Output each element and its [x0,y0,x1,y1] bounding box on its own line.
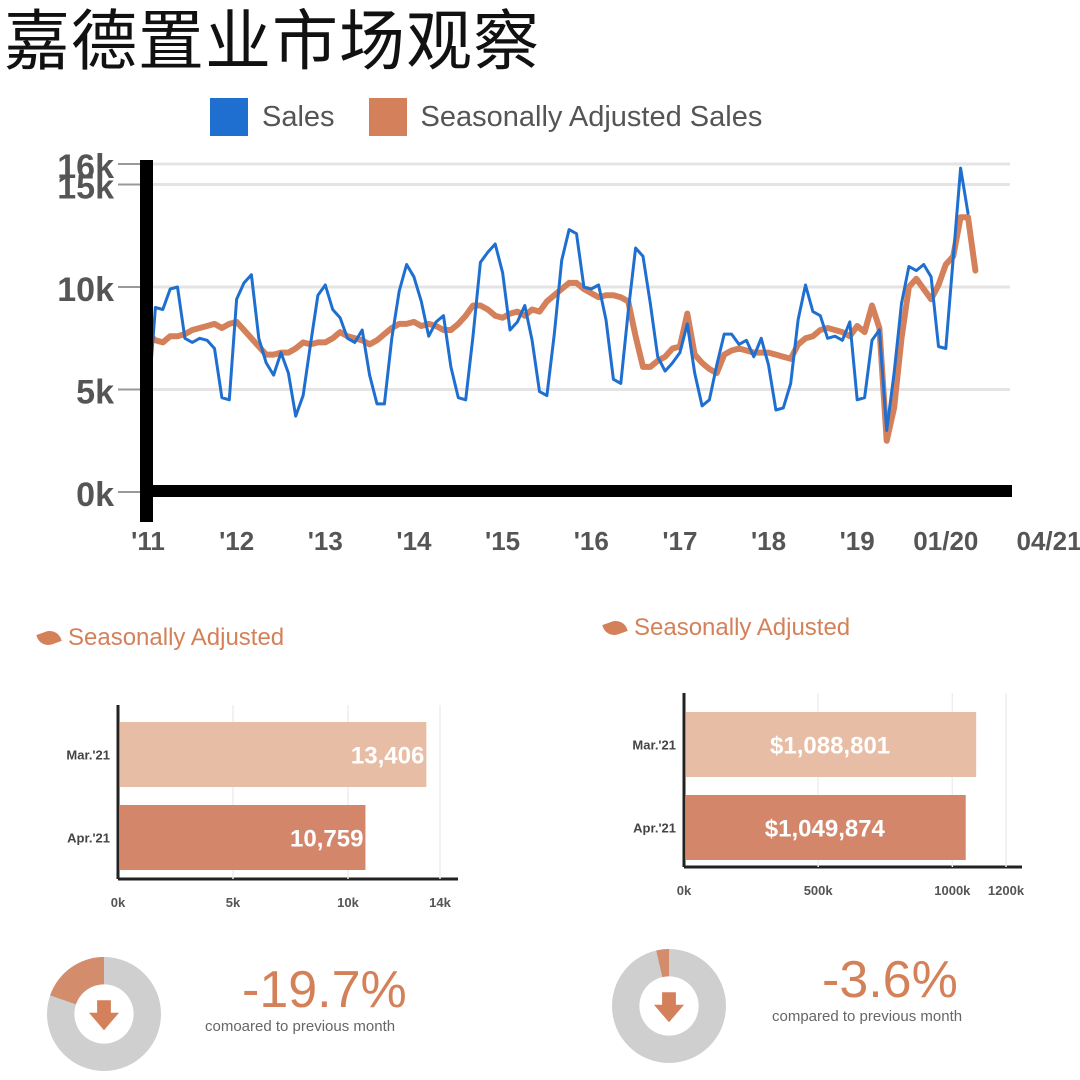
legend-label-adjusted: Seasonally Adjusted Sales [420,100,763,133]
right-bar-chart-x-tick-label: 0k [677,883,692,898]
right-bar-chart-category-label: Mar.'21 [632,738,676,753]
right-bar-chart-value-label: $1,049,874 [765,816,886,843]
arrow-down-icon [88,1000,120,1031]
right-change-percent: -3.6% [822,951,958,1009]
y-tick-label: 15k [57,169,114,207]
left-bar-chart-value-label: 13,406 [351,743,424,770]
x-tick-label: 04/21 [1016,526,1080,556]
left-bar-chart-category-label: Apr.'21 [67,831,110,846]
x-tick-label: '17 [662,526,697,556]
left-bar-chart-x-tick-label: 0k [111,895,126,910]
left-bar-chart-bar [120,722,427,787]
right-seasonally-adjusted-label: Seasonally Adjusted [602,614,851,642]
arrow-down-icon [653,992,685,1023]
x-tick-label: '15 [485,526,520,556]
right-change-caption: compared to previous month [772,1008,963,1025]
left-change-caption: comoared to previous month [205,1018,396,1035]
legend-swatch-adjusted [368,98,407,136]
left-bar-chart-x-tick-label: 5k [226,895,241,910]
y-axis-line [140,160,153,522]
right-bar-chart-category-label: Apr.'21 [633,821,676,836]
legend-item-sales: Sales [210,98,335,136]
x-tick-label: '13 [308,526,343,556]
y-tick-label: 16k [57,148,114,186]
right-bar-chart-x-tick-label: 500k [804,883,834,898]
right-sa-text: Seasonally Adjusted [634,614,851,641]
x-tick-label: 01/20 [913,526,978,556]
right-bar-chart-x-tick-label: 1200k [988,883,1025,898]
x-tick-label: '12 [219,526,254,556]
left-bar-chart-value-label: 10,759 [290,826,363,853]
y-tick-label: 10k [57,271,114,309]
page-title: 嘉德置业市场观察 [4,3,540,80]
left-seasonally-adjusted-label: Seasonally Adjusted [36,624,285,652]
y-tick-label: 0k [76,476,114,514]
x-tick-label: '14 [396,526,432,556]
right-bar-chart-bar [686,795,966,860]
legend-swatch-sales [210,98,248,136]
left-change-percent: -19.7% [242,961,407,1019]
left-bar-chart-category-label: Mar.'21 [66,748,110,763]
leaf-icon [602,617,628,639]
right-bar-chart-x-tick-label: 1000k [934,883,971,898]
right-bar-chart-bar [686,712,977,777]
x-tick-label: '16 [574,526,609,556]
series-line-sales [146,166,970,432]
x-tick-label: '18 [751,526,786,556]
x-tick-label: '11 [131,526,165,556]
x-axis-line [140,485,1012,497]
leaf-icon [36,627,62,649]
legend-label-sales: Sales [262,100,335,133]
main-chart-legend: Sales Seasonally Adjusted Sales [210,98,796,136]
y-tick-label: 5k [76,374,114,412]
legend-item-adjusted: Seasonally Adjusted Sales [368,98,763,136]
left-bar-chart-x-tick-label: 14k [429,895,451,910]
left-bar-chart-bar [120,805,366,870]
right-bar-chart-value-label: $1,088,801 [770,733,890,760]
left-bar-chart-x-tick-label: 10k [337,895,359,910]
left-sa-text: Seasonally Adjusted [68,624,285,651]
series-line-adjusted [145,214,979,444]
x-tick-label: '19 [840,526,875,556]
